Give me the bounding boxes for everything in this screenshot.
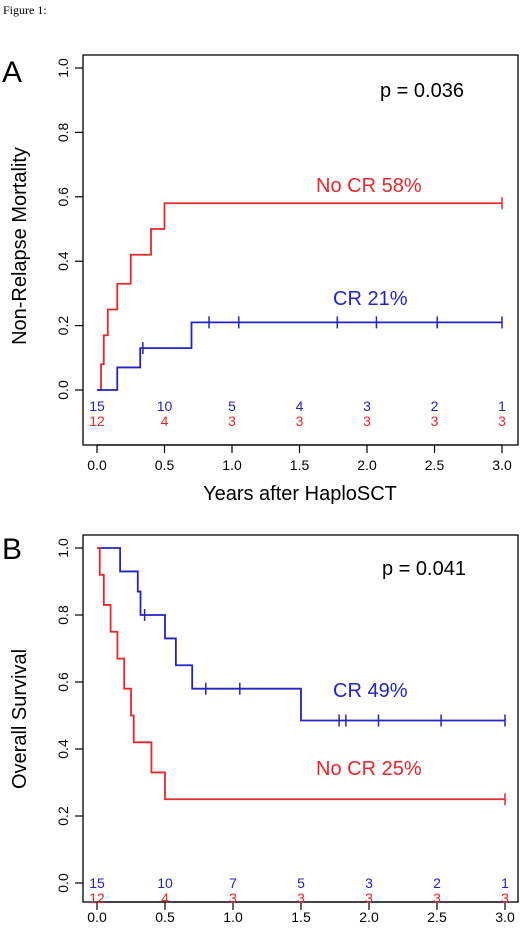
panel-a-ytick-label: 1.0 (55, 58, 71, 78)
panel-a-ylabel: Non-Relapse Mortality (9, 147, 31, 345)
panel-a-at-risk-count: 3 (363, 398, 371, 414)
panel-a-at-risk-count: 10 (157, 398, 173, 414)
panel-a-curve-cr (97, 321, 502, 391)
panel-a-xtick-label: 3.0 (492, 457, 512, 473)
panel-a-at-risk-count: 4 (161, 413, 169, 429)
panel-b-at-risk-count: 3 (229, 890, 237, 906)
panel-a-at-risk-count: 5 (228, 398, 236, 414)
panel-a-at-risk-count: 2 (431, 398, 439, 414)
panel-b-ytick-label: 1.0 (55, 538, 71, 558)
panel-a-at-risk-count: 3 (363, 413, 371, 429)
panel-b-at-risk-count: 5 (297, 875, 305, 891)
panel-b-xtick-label: 2.0 (359, 909, 379, 925)
panel-a-ytick-label: 0.6 (55, 187, 71, 207)
panel-a-at-risk-count: 3 (296, 413, 304, 429)
panel-a-ytick-label: 0.2 (55, 316, 71, 336)
panel-b-label: B (2, 533, 22, 566)
panel-a-xtick-label: 0.5 (155, 457, 175, 473)
panel-b-at-risk-count: 1 (501, 875, 509, 891)
panel-b: B p = 0.041 Overall Survival CR 49% No C… (2, 533, 519, 925)
panel-b-ytick-label: 0.0 (55, 873, 71, 893)
panel-b-curve-cr (97, 547, 505, 722)
panel-b-xtick-label: 0.5 (155, 909, 175, 925)
panel-b-ylabel: Overall Survival (9, 649, 31, 789)
panel-a-at-risk-count: 3 (498, 413, 506, 429)
panel-a-ytick-label: 0.4 (55, 251, 71, 271)
panel-a-at-risk-count: 3 (431, 413, 439, 429)
panel-a-ytick-label: 0.0 (55, 380, 71, 400)
panel-a-at-risk-count: 15 (89, 398, 105, 414)
panel-a-xtick-label: 2.0 (357, 457, 377, 473)
panel-b-at-risk-count: 3 (297, 890, 305, 906)
figure-caption: Figure 1: (3, 3, 47, 17)
panel-b-xtick-label: 3.0 (495, 909, 515, 925)
panel-a-at-risk-count: 4 (296, 398, 304, 414)
panel-a-xtick-label: 1.5 (290, 457, 310, 473)
panel-b-at-risk-count: 10 (157, 875, 173, 891)
panel-b-at-risk-count: 15 (89, 875, 105, 891)
panel-b-xtick-label: 1.5 (291, 909, 311, 925)
panel-b-series-label-cr: CR 49% (333, 680, 408, 702)
panel-a-at-risk-count: 12 (89, 413, 105, 429)
panel-a-xtick-label: 1.0 (222, 457, 242, 473)
panel-b-at-risk-count: 3 (433, 890, 441, 906)
panel-a-xtick-label: 2.5 (425, 457, 445, 473)
panel-b-annotation: p = 0.041 (382, 558, 466, 580)
panel-a-at-risk-count: 1 (498, 398, 506, 414)
panel-b-at-risk-count: 3 (501, 890, 509, 906)
panel-a-series-label-cr: CR 21% (333, 288, 408, 310)
panel-b-at-risk-count: 3 (365, 875, 373, 891)
panel-b-ytick-label: 0.2 (55, 806, 71, 826)
panel-b-xtick-label: 2.5 (427, 909, 447, 925)
panel-b-at-risk-count: 2 (433, 875, 441, 891)
panel-a-curve-no-cr (97, 202, 502, 391)
panel-b-at-risk-count: 12 (89, 890, 105, 906)
panel-a-xtick-label: 0.0 (87, 457, 107, 473)
panel-a-xlabel: Years after HaploSCT (203, 483, 397, 505)
panel-a-annotation: p = 0.036 (380, 80, 464, 102)
panel-a-series-label-no-cr: No CR 58% (316, 175, 422, 197)
panel-a-ytick-label: 0.8 (55, 122, 71, 142)
panel-b-xtick-label: 1.0 (223, 909, 243, 925)
panel-b-series-label-no-cr: No CR 25% (316, 758, 422, 780)
panel-b-at-risk-count: 7 (229, 875, 237, 891)
panel-b-ytick-label: 0.4 (55, 739, 71, 759)
panel-a-label: A (2, 56, 22, 89)
panel-a: A p = 0.036 Non-Relapse Mortality Years … (2, 54, 519, 505)
panel-a-at-risk-count: 3 (228, 413, 236, 429)
panel-b-at-risk-count: 3 (365, 890, 373, 906)
panel-b-xtick-label: 0.0 (87, 909, 107, 925)
panel-b-curve-no-cr (97, 547, 505, 801)
panel-b-ytick-label: 0.6 (55, 672, 71, 692)
panel-a-plot-frame (82, 54, 519, 446)
panel-b-at-risk-count: 4 (161, 890, 169, 906)
panel-b-ytick-label: 0.8 (55, 605, 71, 625)
